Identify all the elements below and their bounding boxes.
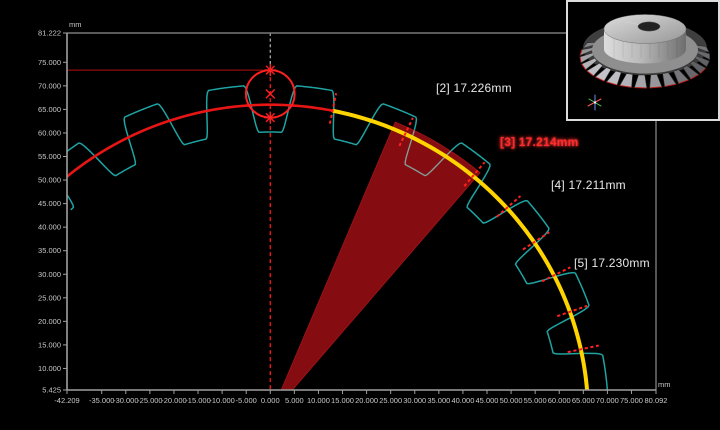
- svg-text:60.000: 60.000: [548, 396, 571, 405]
- svg-text:40.000: 40.000: [38, 223, 61, 232]
- svg-text:45.000: 45.000: [476, 396, 499, 405]
- svg-text:20.000: 20.000: [38, 317, 61, 326]
- measurement-label-3: [3] 17.214mm: [500, 135, 579, 149]
- svg-text:55.000: 55.000: [38, 152, 61, 161]
- svg-text:25.000: 25.000: [379, 396, 402, 405]
- svg-text:0.000: 0.000: [261, 396, 280, 405]
- svg-text:40.000: 40.000: [451, 396, 474, 405]
- svg-text:35.000: 35.000: [38, 246, 61, 255]
- svg-text:15.000: 15.000: [331, 396, 354, 405]
- svg-text:-5.000: -5.000: [236, 396, 257, 405]
- svg-text:70.000: 70.000: [38, 81, 61, 90]
- svg-text:55.000: 55.000: [524, 396, 547, 405]
- svg-text:20.000: 20.000: [355, 396, 378, 405]
- svg-text:70.000: 70.000: [596, 396, 619, 405]
- svg-text:25.000: 25.000: [38, 293, 61, 302]
- svg-text:75.000: 75.000: [38, 58, 61, 67]
- svg-text:30.000: 30.000: [38, 270, 61, 279]
- svg-text:80.092: 80.092: [645, 396, 668, 405]
- svg-text:-42.209: -42.209: [54, 396, 79, 405]
- svg-text:10.000: 10.000: [38, 364, 61, 373]
- svg-text:mm: mm: [658, 380, 671, 389]
- svg-text:5.425: 5.425: [42, 386, 61, 395]
- svg-text:-30.000: -30.000: [113, 396, 138, 405]
- gear-3d-render-icon: [579, 14, 711, 111]
- svg-text:-25.000: -25.000: [137, 396, 162, 405]
- svg-text:50.000: 50.000: [500, 396, 523, 405]
- svg-text:mm: mm: [69, 20, 82, 29]
- svg-text:65.000: 65.000: [38, 105, 61, 114]
- measurement-label-4: [4] 17.211mm: [551, 178, 626, 192]
- svg-text:75.000: 75.000: [620, 396, 643, 405]
- svg-text:-10.000: -10.000: [209, 396, 234, 405]
- svg-text:-35.000: -35.000: [89, 396, 114, 405]
- svg-text:35.000: 35.000: [427, 396, 450, 405]
- svg-text:30.000: 30.000: [403, 396, 426, 405]
- svg-text:5.000: 5.000: [285, 396, 304, 405]
- svg-text:-15.000: -15.000: [185, 396, 210, 405]
- svg-text:10.000: 10.000: [307, 396, 330, 405]
- svg-text:65.000: 65.000: [572, 396, 595, 405]
- svg-text:-20.000: -20.000: [161, 396, 186, 405]
- svg-text:45.000: 45.000: [38, 199, 61, 208]
- svg-text:15.000: 15.000: [38, 340, 61, 349]
- svg-text:60.000: 60.000: [38, 128, 61, 137]
- part-preview-inset: [566, 0, 720, 121]
- svg-text:81.222: 81.222: [38, 29, 61, 38]
- svg-text:50.000: 50.000: [38, 176, 61, 185]
- measurement-label-2: [2] 17.226mm: [436, 81, 512, 95]
- measurement-label-5: [5] 17.230mm: [574, 256, 650, 270]
